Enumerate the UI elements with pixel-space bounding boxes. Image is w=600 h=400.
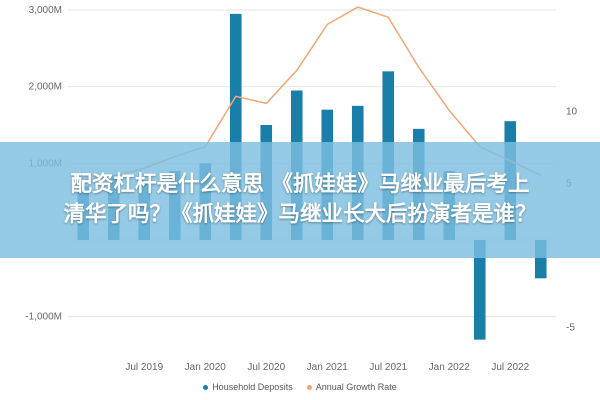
x-tick-label: Jan 2020 [185,362,227,373]
legend-item-growth: Annual Growth Rate [306,382,397,392]
x-tick-label: Jul 2022 [491,362,529,373]
legend: Household Deposits Annual Growth Rate [0,378,600,396]
y-right-tick-label: 10 [566,107,578,118]
legend-label-growth: Annual Growth Rate [315,382,397,392]
x-tick-label: Jul 2019 [125,362,163,373]
x-tick-label: Jan 2021 [307,362,349,373]
x-tick-label: Jul 2021 [369,362,407,373]
y-left-tick-label: 3,000M [29,5,62,16]
deposit-bar [229,13,242,241]
deposits-swatch [203,384,209,390]
legend-label-deposits: Household Deposits [212,382,293,392]
y-left-tick-label: 2,000M [29,82,62,93]
banner-line-2: 清华了吗？《抓娃娃》马继业长大后扮演者是谁？ [63,202,537,227]
legend-item-deposits: Household Deposits [203,382,293,392]
x-tick-label: Jul 2020 [247,362,285,373]
banner-line-1: 配资杠杆是什么意思 《抓娃娃》马继业最后考上 [70,172,530,197]
deposit-bar [473,240,486,340]
title-banner: 配资杠杆是什么意思 《抓娃娃》马继业最后考上 清华了吗？《抓娃娃》马继业长大后扮… [0,142,600,258]
x-tick-label: Jan 2022 [429,362,471,373]
y-left-tick-label: -1,000M [25,312,62,323]
x-axis: Jul 2019 Jan 2020 Jul 2020 Jan 2021 Jul 2021… [125,362,529,373]
y-right-tick-label: -5 [566,322,575,333]
growth-swatch [306,384,312,390]
deposit-bar [534,240,547,279]
